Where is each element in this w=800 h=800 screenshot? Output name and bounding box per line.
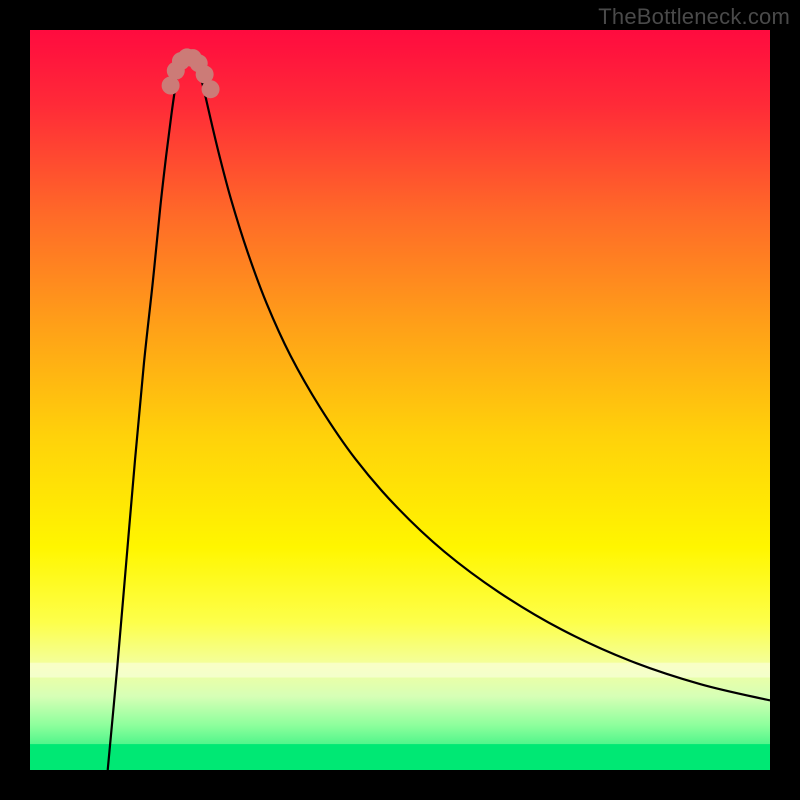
curve-overlay-svg: [30, 30, 770, 770]
figure-root: TheBottleneck.com: [0, 0, 800, 800]
valley-marker: [202, 80, 220, 98]
curve-right: [197, 63, 770, 700]
plot-area: [30, 30, 770, 770]
watermark-label: TheBottleneck.com: [598, 4, 790, 30]
curve-left: [108, 63, 181, 770]
